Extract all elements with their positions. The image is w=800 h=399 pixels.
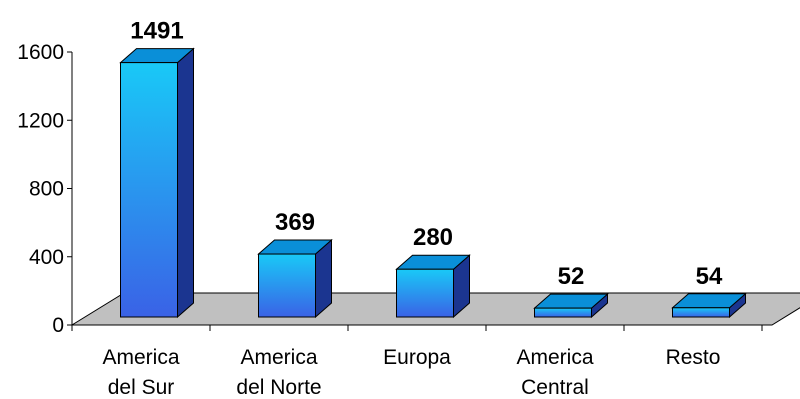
bar	[533, 293, 609, 319]
category-label-line: America	[516, 346, 593, 369]
data-label: 52	[558, 263, 585, 290]
data-label: 54	[696, 263, 723, 290]
data-labels: 1491 369 280 52 54	[130, 18, 723, 291]
bar-front	[534, 307, 592, 318]
category-label: Europa	[383, 346, 451, 369]
data-label: 280	[413, 224, 453, 251]
bar-front	[258, 253, 316, 318]
y-tick-label: 1200	[17, 109, 64, 132]
category-label: America del Norte	[236, 346, 321, 399]
bars	[119, 47, 747, 319]
category-label: Resto	[666, 346, 721, 369]
y-tick-label: 400	[29, 246, 64, 269]
bar-front	[396, 268, 454, 318]
category-labels: America del Sur America del Norte Europa Amer…	[102, 346, 720, 399]
bar	[119, 47, 195, 319]
category-label-line: America	[240, 346, 317, 369]
data-label: 1491	[130, 18, 183, 45]
category-label-line: del Norte	[236, 376, 321, 399]
y-tick-label: 800	[29, 178, 64, 201]
y-tick-label: 1600	[17, 41, 64, 64]
bar-side	[177, 47, 194, 319]
category-label-line: Central	[521, 376, 589, 399]
category-label-line: Europa	[383, 346, 451, 369]
category-label-line: Resto	[666, 346, 721, 369]
category-label: America Central	[516, 346, 593, 399]
data-label: 369	[275, 209, 315, 236]
category-label-line: del Sur	[108, 376, 175, 399]
y-tick-label: 0	[52, 314, 64, 337]
bar	[257, 238, 333, 319]
category-label-line: America	[102, 346, 179, 369]
category-label: America del Sur	[102, 346, 179, 399]
y-axis-ticks: 0 400 800 1200 1600	[17, 41, 763, 337]
bar-front	[672, 307, 730, 318]
bar	[395, 254, 471, 319]
bar	[671, 292, 747, 319]
bar-front	[120, 62, 178, 318]
